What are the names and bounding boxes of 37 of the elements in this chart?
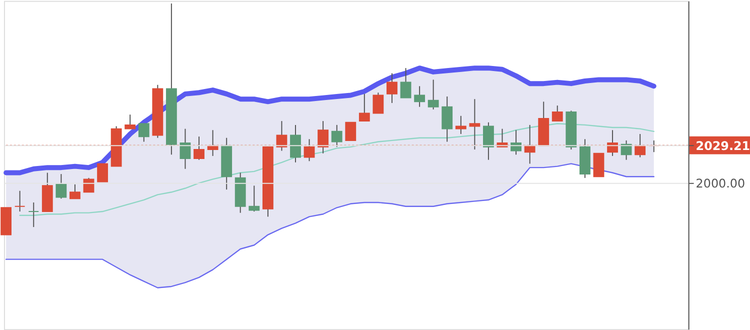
candlestick xyxy=(620,140,632,160)
candlestick xyxy=(194,136,204,160)
candlestick xyxy=(124,114,136,130)
candlestick xyxy=(634,133,646,158)
candlestick xyxy=(318,120,329,154)
candlestick xyxy=(593,152,604,178)
candlestick xyxy=(14,190,26,212)
y-tick-label: 2000.00 xyxy=(696,176,746,191)
candlestick xyxy=(414,86,426,108)
candlestick xyxy=(469,98,480,150)
candlestick xyxy=(97,163,108,182)
candlestick xyxy=(290,124,301,163)
candlestick xyxy=(372,92,384,114)
candlestick xyxy=(248,185,260,212)
candlestick xyxy=(386,72,398,104)
candlestick xyxy=(70,184,80,200)
candlestick xyxy=(358,93,370,122)
candlestick xyxy=(510,130,522,156)
line-series xyxy=(19,123,654,216)
line-series xyxy=(5,163,654,288)
candlestick xyxy=(28,202,40,228)
candlestick xyxy=(607,130,618,156)
candlestick xyxy=(138,123,150,142)
candlestick xyxy=(428,79,439,110)
y-tick-label: 2029.21 xyxy=(696,138,750,153)
candlestick xyxy=(331,124,342,148)
candlestick xyxy=(483,122,494,160)
candlestick xyxy=(442,96,453,142)
candlestick xyxy=(455,115,466,134)
candlestick xyxy=(400,68,412,98)
candlestick xyxy=(83,177,94,193)
candlestick xyxy=(180,128,191,170)
candlestick xyxy=(552,105,563,122)
candlestick xyxy=(304,138,315,162)
candlestick xyxy=(345,122,356,141)
candlestick xyxy=(56,174,67,200)
line-series xyxy=(4,66,656,176)
